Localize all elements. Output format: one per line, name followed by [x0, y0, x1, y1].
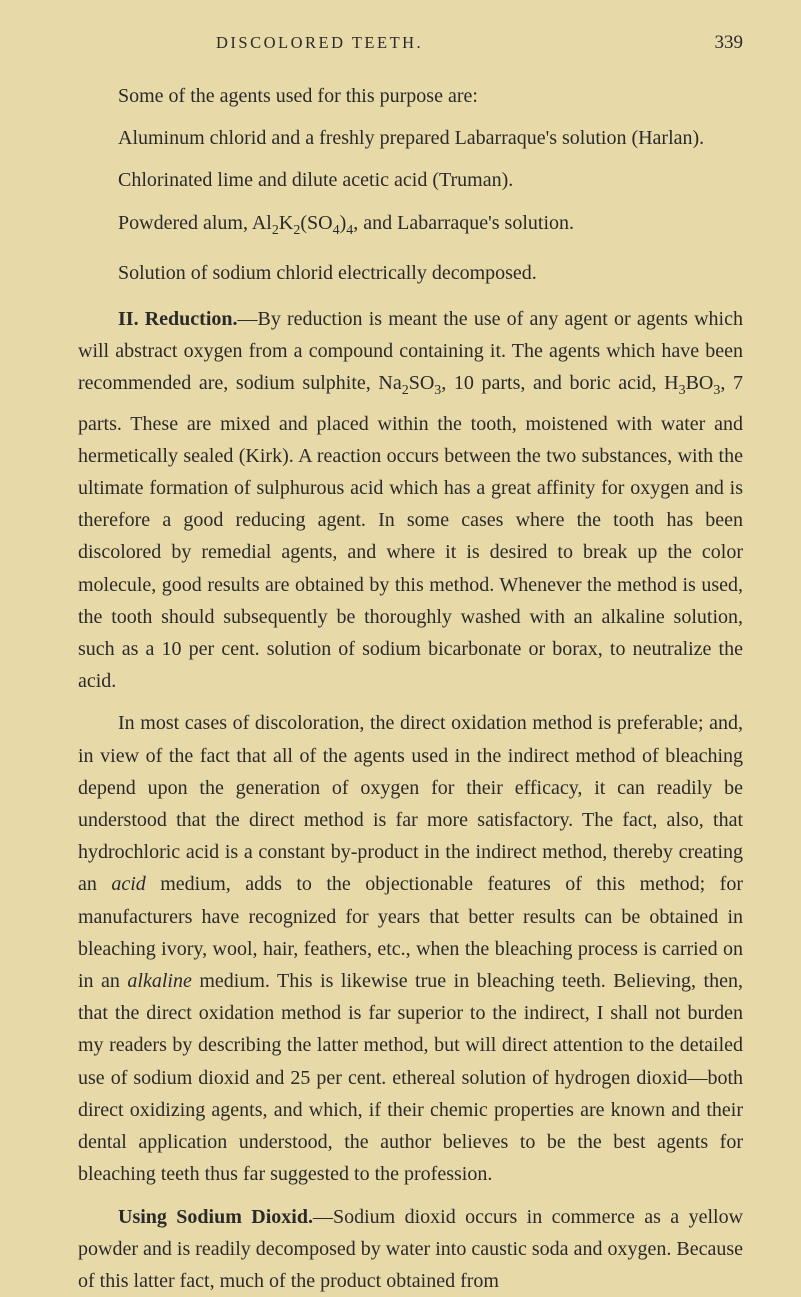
text: , 7 parts. These are mixed and placed wi… [78, 372, 743, 692]
sub-3: 3 [679, 383, 686, 398]
sub-2: 2 [402, 383, 409, 398]
text: , 10 parts, and boric acid, H [441, 372, 678, 394]
italic-acid: acid [111, 873, 145, 895]
italic-alkaline: alkaline [127, 970, 191, 992]
running-head: DISCOLORED TEETH. [216, 33, 423, 53]
page-number: 339 [715, 32, 744, 54]
section-lead: II. Reduction. [118, 308, 238, 330]
reduction-paragraph: II. Reduction.—By reduction is meant the… [78, 303, 743, 697]
text: Powdered alum, Al [118, 212, 272, 234]
sub-4: 4 [333, 223, 340, 238]
discoloration-paragraph: In most cases of discoloration, the dire… [78, 707, 743, 1190]
text: , and Labarraque's solution. [353, 212, 574, 234]
agent-solution: Solution of sodium chlorid electrically … [78, 257, 743, 289]
text: medium. This is likewise true in bleachi… [78, 970, 743, 1185]
agent-chlorinated: Chlorinated lime and dilute acetic acid … [78, 164, 743, 196]
text: Aluminum chlorid and a freshly prepared … [118, 127, 704, 149]
agent-powdered: Powdered alum, Al2K2(SO4)4, and Labarraq… [78, 207, 743, 247]
text: BO [686, 372, 714, 394]
text: SO [409, 372, 435, 394]
text: K [279, 212, 293, 234]
intro-line: Some of the agents used for this purpose… [78, 80, 743, 112]
agent-aluminum: Aluminum chlorid and a freshly prepared … [78, 122, 743, 154]
section-lead: Using Sodium Dioxid. [118, 1206, 313, 1228]
sub-2: 2 [272, 223, 279, 238]
text: (SO [300, 212, 332, 234]
page-header: DISCOLORED TEETH. 339 [78, 32, 743, 54]
text: In most cases of discoloration, the dire… [78, 712, 743, 895]
